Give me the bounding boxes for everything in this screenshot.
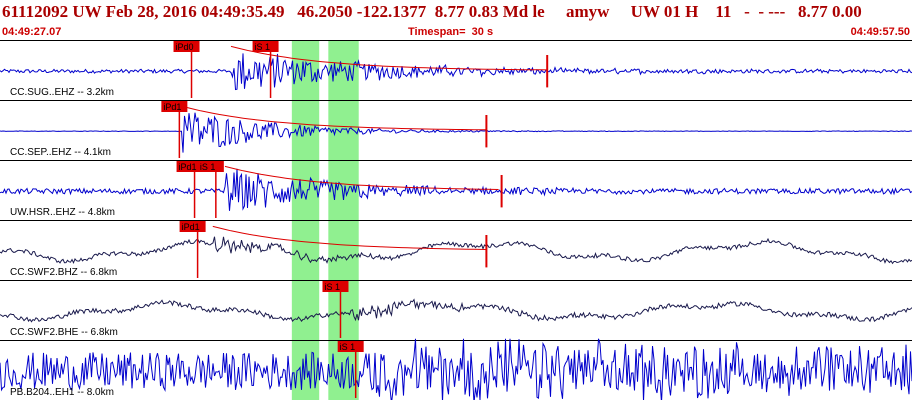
channel-label: CC.SEP..EHZ -- 4.1km — [10, 147, 111, 158]
channel-label: CC.SWF2.BHZ -- 6.8km — [10, 267, 117, 278]
phase-pick-flag[interactable] — [252, 41, 279, 52]
coda-envelope — [182, 105, 487, 131]
coda-envelope — [230, 45, 548, 71]
waveform-trace-6 — [0, 338, 912, 400]
start-time: 04:49:27.07 — [2, 26, 62, 38]
timespan: Timespan= 30 s — [408, 26, 494, 38]
event-summary: 61112092 UW Feb 28, 2016 04:49:35.49 46.… — [2, 2, 862, 21]
coda-envelope — [212, 225, 487, 250]
phase-pick-label: iS 1 — [340, 342, 356, 352]
seismogram-traces: iPd0 iS 1 CC.SUG..EHZ -- 3.2km iPd1 CC.SEP..… — [0, 40, 912, 400]
phase-pick-flag[interactable] — [322, 281, 349, 292]
channel-label: UW.HSR..EHZ -- 4.8km — [10, 207, 115, 218]
phase-pick-flag[interactable] — [173, 41, 200, 52]
phase-pick-label: iS 1 — [200, 162, 216, 172]
phase-pick-flag[interactable] — [337, 341, 364, 352]
waveform-trace-4 — [0, 236, 912, 265]
phase-pick-label: iS 1 — [324, 282, 340, 292]
phase-pick-label: iPd1 — [179, 162, 197, 172]
phase-pick-label: iPd1 — [182, 222, 200, 232]
waveform-trace-5 — [0, 298, 912, 323]
waveform-trace-1 — [0, 53, 912, 91]
channel-label: CC.SUG..EHZ -- 3.2km — [10, 87, 114, 98]
end-time: 04:49:57.50 — [850, 26, 910, 38]
phase-pick-flag[interactable] — [176, 161, 203, 172]
channel-label: CC.SWF2.BHE -- 6.8km — [10, 327, 118, 338]
phase-pick-flag[interactable] — [197, 161, 224, 172]
waveform-trace-2 — [0, 112, 912, 153]
phase-pick-flag[interactable] — [179, 221, 206, 232]
phase-pick-label: iPd0 — [176, 42, 194, 52]
phase-pick-label: iS 1 — [255, 42, 271, 52]
phase-pick-flag[interactable] — [161, 101, 188, 112]
waveform-trace-3 — [0, 168, 912, 211]
coda-envelope — [224, 165, 499, 190]
phase-pick-label: iPd1 — [163, 102, 181, 112]
plot-header: 61112092 UW Feb 28, 2016 04:49:35.49 46.… — [0, 0, 912, 40]
channel-label: PB.B204..EH1 -- 8.0km — [10, 387, 114, 398]
